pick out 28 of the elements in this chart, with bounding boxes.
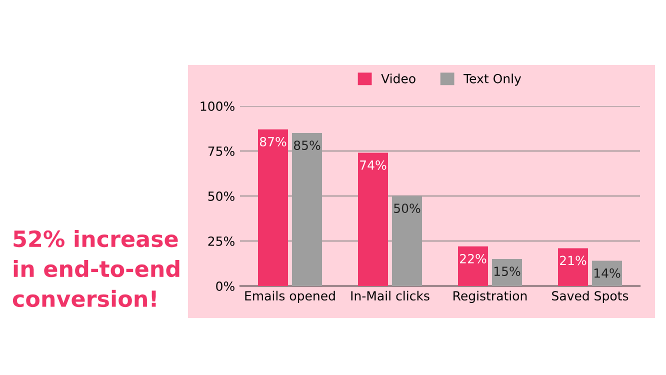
text: 22% (460, 254, 486, 264)
text: 50% (394, 204, 420, 214)
bar (558, 248, 588, 286)
x-tick-label: Saved Spots (552, 290, 628, 303)
legend-label: Text Only (464, 74, 522, 86)
y-tick-label: 25% (208, 236, 234, 246)
y-tick-label: 75% (208, 146, 234, 156)
x-tick-label: In-Mail clicks (351, 290, 430, 301)
text: 85% (294, 140, 320, 150)
bar (358, 152, 388, 286)
x-tick-label: Emails opened (245, 290, 335, 303)
bar (492, 259, 522, 286)
bar (392, 196, 422, 286)
bar (592, 260, 622, 286)
text: 74% (360, 160, 386, 170)
bar (258, 129, 288, 286)
text: 15% (494, 266, 520, 276)
y-tick-label: 0% (216, 281, 234, 291)
text: 21% (560, 256, 586, 266)
y-tick-label: 50% (208, 191, 234, 201)
y-tick-label: 100% (200, 101, 234, 111)
x-tick-label: Registration (454, 290, 527, 303)
bar (458, 246, 488, 286)
text: 14% (594, 268, 620, 278)
bar (292, 133, 322, 286)
text: 52% increase in end-to-end conversion! (12, 230, 180, 308)
text: 87% (260, 136, 286, 146)
legend-label: Video (381, 74, 416, 84)
